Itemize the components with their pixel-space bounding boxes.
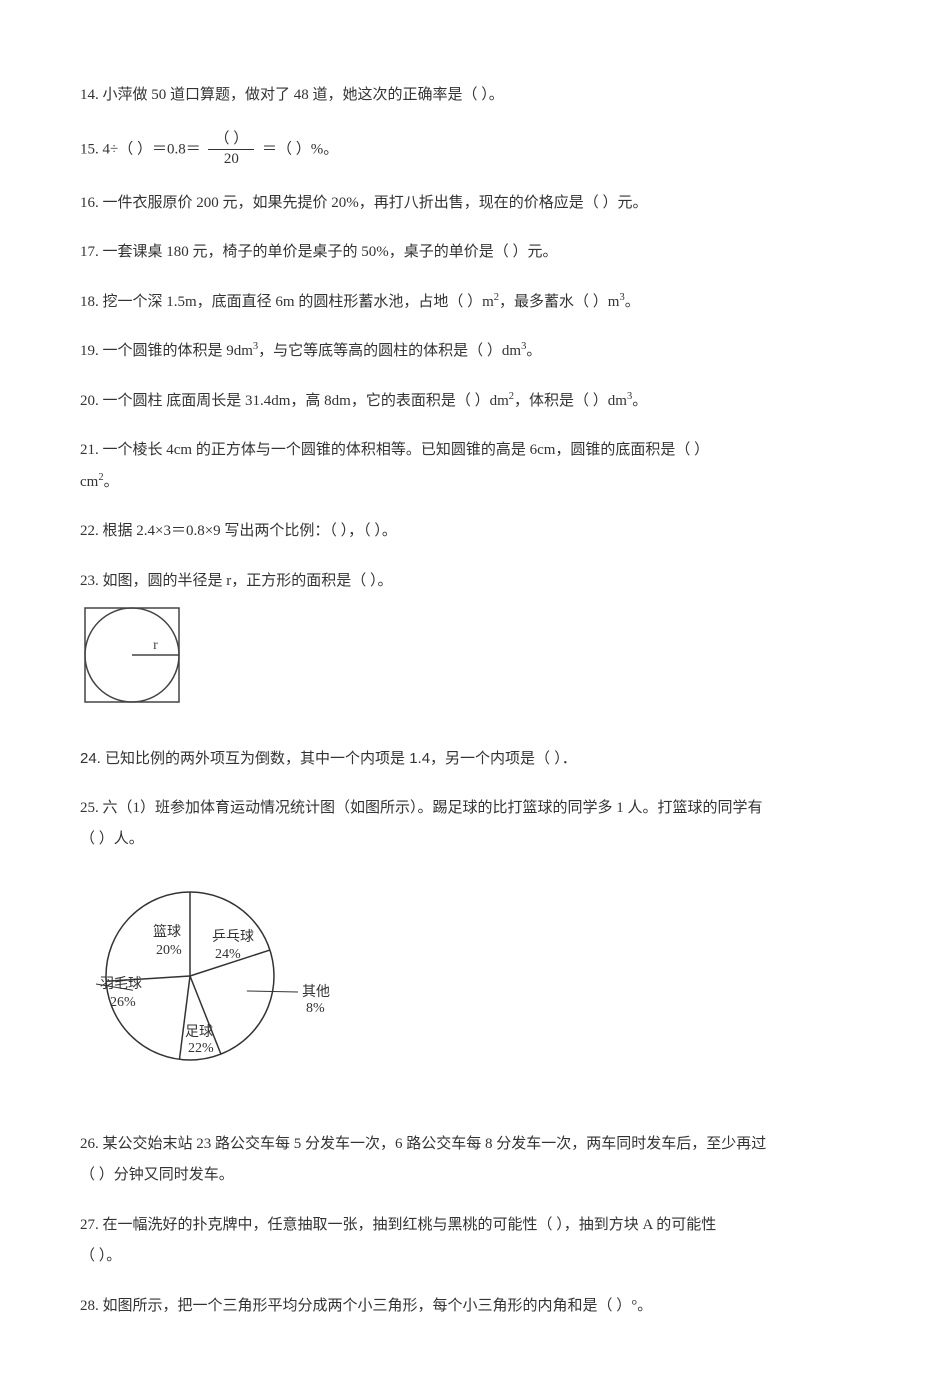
question-text-c: 。 [104, 474, 119, 490]
svg-text:22%: 22% [188, 1041, 214, 1056]
question-text-prefix: 15. 4÷（ ）＝0.8＝ [80, 141, 201, 157]
question-text-suffix: ＝（ ）%。 [262, 141, 338, 157]
question-text-b: （ ）。 [80, 1248, 121, 1264]
question-text-a: 26. 某公交始末站 23 路公交车每 5 分发车一次，6 路公交车每 8 分发… [80, 1136, 766, 1152]
question-text-b: ，最多蓄水（ ）m [499, 294, 619, 310]
question-text-a: 21. 一个棱长 4cm 的正方体与一个圆锥的体积相等。已知圆锥的高是 6cm，… [80, 442, 709, 458]
question-text-b: cm [80, 474, 98, 490]
question-text-a: 19. 一个圆锥的体积是 9dm [80, 343, 253, 359]
question-text: 14. 小萍做 50 道口算题，做对了 48 道，她这次的正确率是（ ）。 [80, 87, 504, 103]
svg-text:其他: 其他 [302, 984, 330, 1000]
question-24: 24. 已知比例的两外项互为倒数，其中一个内项是 1.4，另一个内项是（ ）． [80, 743, 870, 775]
question-16: 16. 一件衣服原价 200 元，如果先提价 20%，再打八折出售，现在的价格应… [80, 188, 870, 220]
svg-text:8%: 8% [306, 1001, 325, 1016]
question-text-b: （ ）人。 [80, 831, 144, 847]
question-22: 22. 根据 2.4×3＝0.8×9 写出两个比例：（ ），（ ）。 [80, 516, 870, 548]
question-text-b: （ ）分钟又同时发车。 [80, 1167, 234, 1183]
svg-text:26%: 26% [110, 995, 136, 1010]
question-25: 25. 六（1）班参加体育运动情况统计图（如图所示）。踢足球的比打篮球的同学多 … [80, 793, 870, 856]
question-text-a: 18. 挖一个深 1.5m，底面直径 6m 的圆柱形蓄水池，占地（ ）m [80, 294, 494, 310]
question-text-a: 25. 六（1）班参加体育运动情况统计图（如图所示）。踢足球的比打篮球的同学多 … [80, 800, 763, 816]
question-23: 23. 如图，圆的半径是 r，正方形的面积是（ ）。 [80, 566, 870, 598]
question-text: 23. 如图，圆的半径是 r，正方形的面积是（ ）。 [80, 573, 393, 589]
question-27: 27. 在一幅洗好的扑克牌中，任意抽取一张，抽到红桃与黑桃的可能性（ ），抽到方… [80, 1210, 870, 1273]
circle-square-svg: r [82, 605, 182, 705]
question-text: 28. 如图所示，把一个三角形平均分成两个小三角形，每个小三角形的内角和是（ ）… [80, 1298, 652, 1314]
circle-in-square-diagram: r [82, 605, 870, 713]
svg-text:24%: 24% [215, 947, 241, 962]
question-19: 19. 一个圆锥的体积是 9dm3，与它等底等高的圆柱的体积是（ ）dm3。 [80, 336, 870, 368]
fraction: （ ） 20 [208, 130, 254, 170]
svg-text:篮球: 篮球 [153, 924, 181, 940]
question-text-b: ，体积是（ ）dm [514, 393, 627, 409]
question-text-c: 。 [526, 343, 541, 359]
question-text: 16. 一件衣服原价 200 元，如果先提价 20%，再打八折出售，现在的价格应… [80, 195, 648, 211]
svg-text:乒乓球: 乒乓球 [212, 929, 254, 945]
question-28: 28. 如图所示，把一个三角形平均分成两个小三角形，每个小三角形的内角和是（ ）… [80, 1291, 870, 1323]
question-14: 14. 小萍做 50 道口算题，做对了 48 道，她这次的正确率是（ ）。 [80, 80, 870, 112]
pie-chart-svg: 篮球 20% 乒乓球 24% 其他8% 足球22% 羽毛球 26% [80, 866, 340, 1086]
question-20: 20. 一个圆柱 底面周长是 31.4dm，高 8dm，它的表面积是（ ）dm2… [80, 386, 870, 418]
svg-text:r: r [153, 638, 158, 653]
fraction-numerator: （ ） [208, 130, 254, 151]
question-text: 22. 根据 2.4×3＝0.8×9 写出两个比例：（ ），（ ）。 [80, 523, 397, 539]
fraction-denominator: 20 [208, 150, 254, 170]
question-text-b: ，与它等底等高的圆柱的体积是（ ）dm [258, 343, 521, 359]
svg-text:足球: 足球 [185, 1024, 213, 1040]
svg-text:羽毛球: 羽毛球 [100, 976, 142, 992]
question-text-a: 27. 在一幅洗好的扑克牌中，任意抽取一张，抽到红桃与黑桃的可能性（ ），抽到方… [80, 1217, 716, 1233]
question-text-c: 。 [625, 294, 640, 310]
question-text: 24. 已知比例的两外项互为倒数，其中一个内项是 1.4，另一个内项是（ ）． [80, 750, 577, 767]
question-15: 15. 4÷（ ）＝0.8＝ （ ） 20 ＝（ ）%。 [80, 130, 870, 170]
question-18: 18. 挖一个深 1.5m，底面直径 6m 的圆柱形蓄水池，占地（ ）m2，最多… [80, 287, 870, 319]
question-26: 26. 某公交始末站 23 路公交车每 5 分发车一次，6 路公交车每 8 分发… [80, 1129, 870, 1192]
question-21: 21. 一个棱长 4cm 的正方体与一个圆锥的体积相等。已知圆锥的高是 6cm，… [80, 435, 870, 498]
svg-text:20%: 20% [156, 943, 182, 958]
question-17: 17. 一套课桌 180 元，椅子的单价是桌子的 50%，桌子的单价是（ ）元。 [80, 237, 870, 269]
pie-chart-diagram: 篮球 20% 乒乓球 24% 其他8% 足球22% 羽毛球 26% [80, 866, 870, 1094]
question-text-a: 20. 一个圆柱 底面周长是 31.4dm，高 8dm，它的表面积是（ ）dm [80, 393, 509, 409]
question-text-c: 。 [632, 393, 647, 409]
question-text: 17. 一套课桌 180 元，椅子的单价是桌子的 50%，桌子的单价是（ ）元。 [80, 244, 558, 260]
